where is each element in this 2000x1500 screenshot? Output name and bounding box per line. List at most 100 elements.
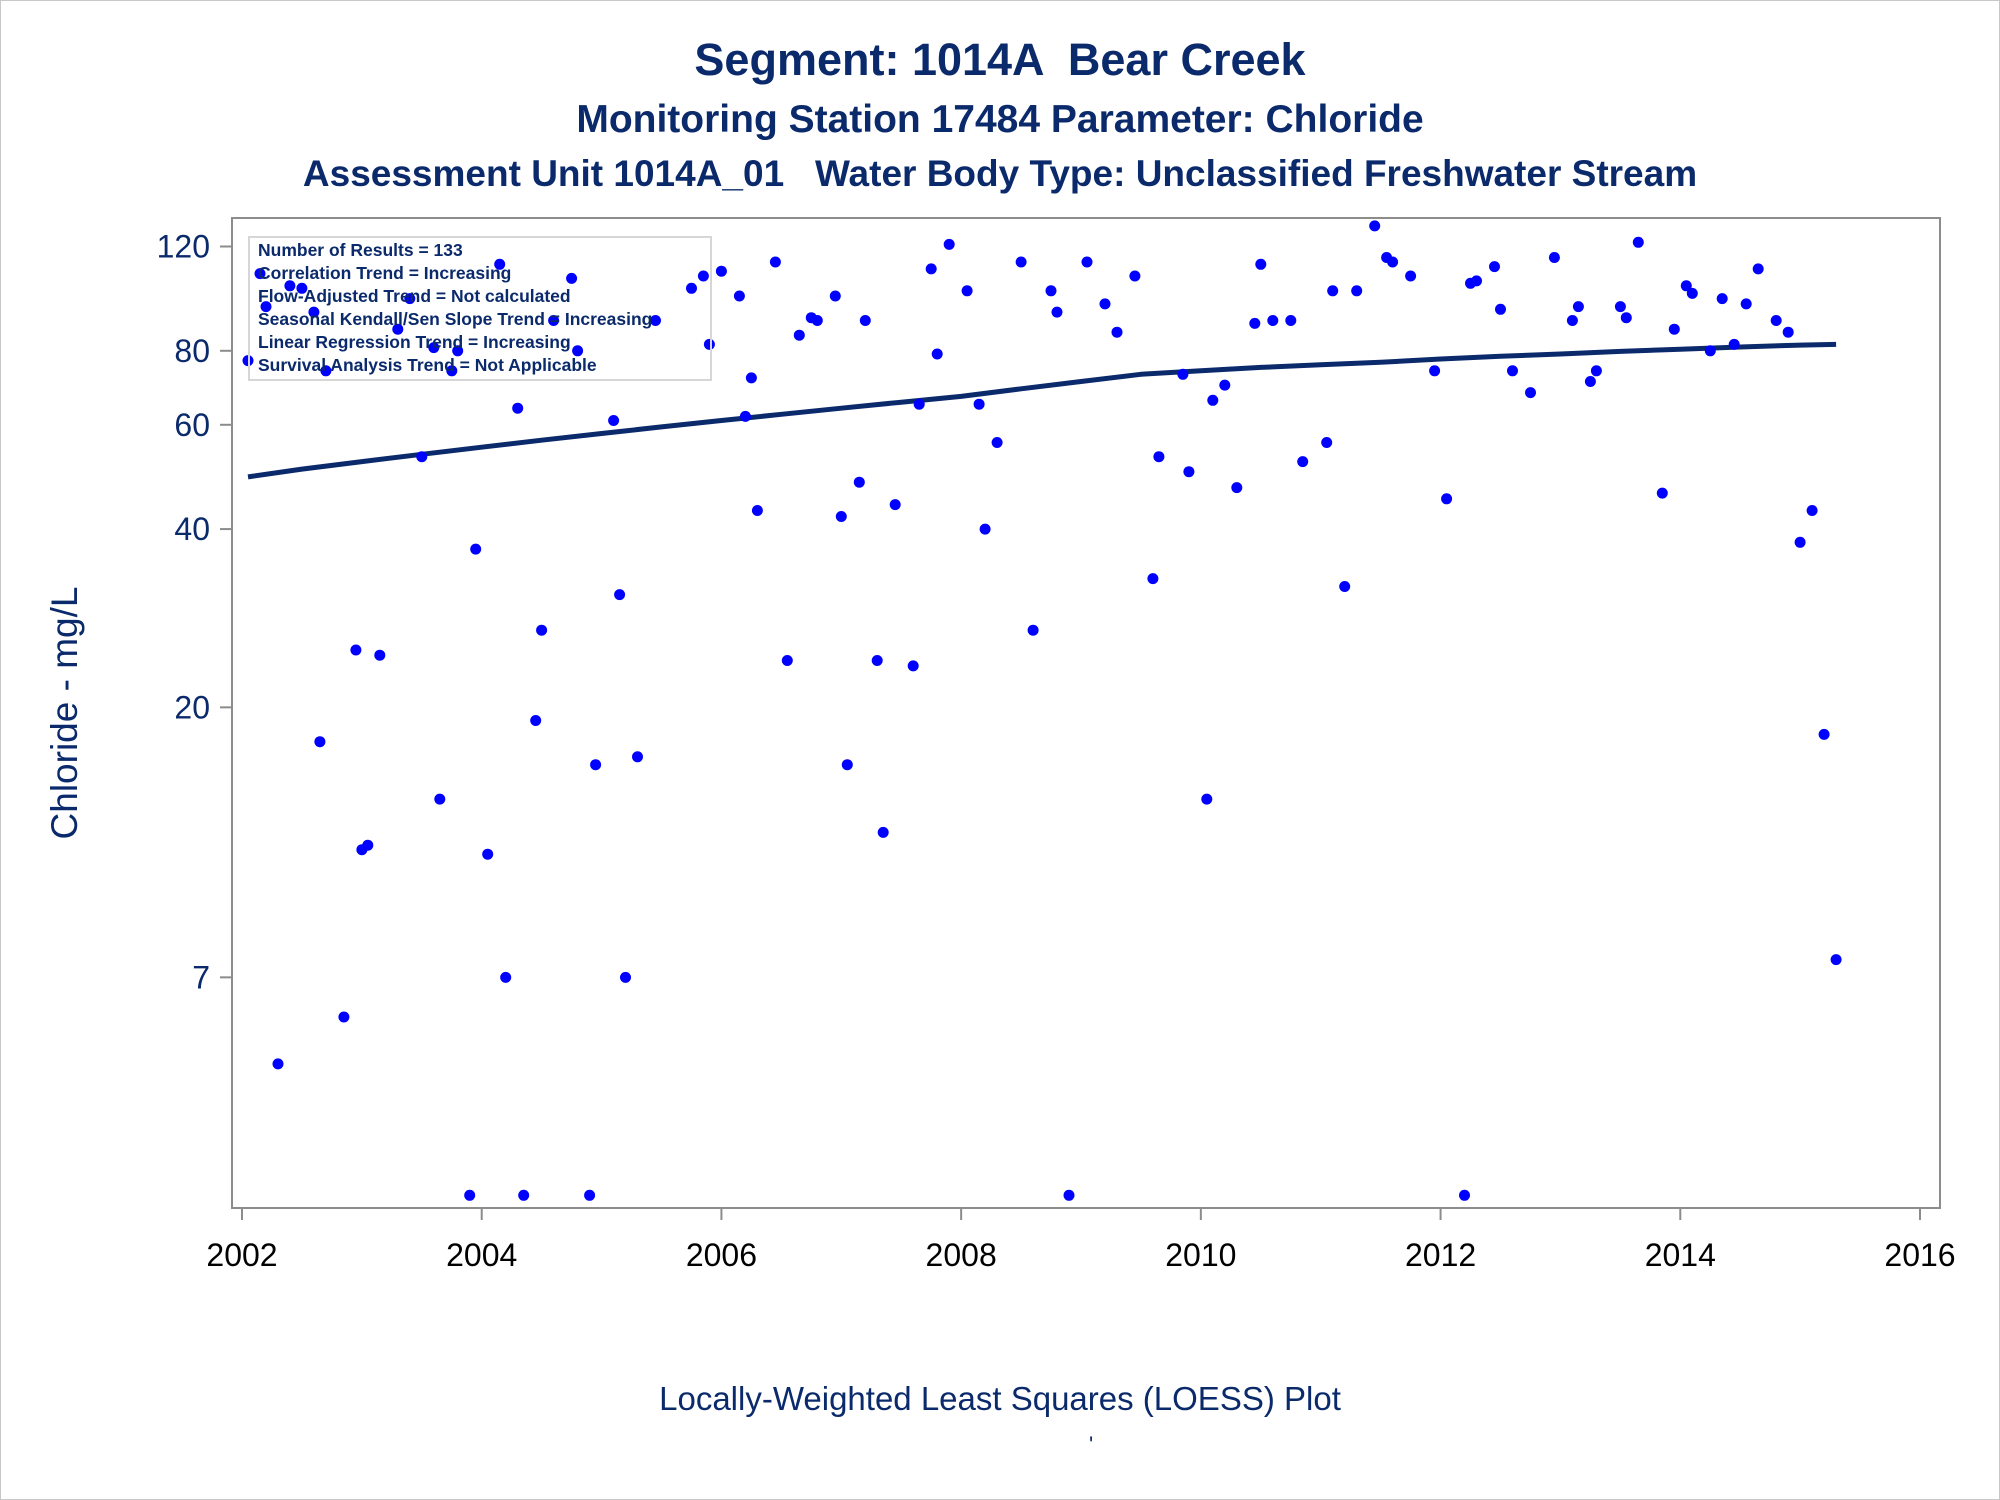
data-point — [428, 342, 440, 354]
data-point — [1584, 376, 1596, 387]
data-point — [1015, 256, 1027, 268]
data-point — [703, 338, 715, 350]
data-point — [1818, 728, 1830, 740]
data-point — [781, 655, 793, 666]
data-point — [584, 1189, 596, 1201]
data-point — [889, 499, 901, 511]
data-point — [614, 589, 626, 601]
data-point — [1590, 365, 1602, 377]
data-point — [1495, 303, 1506, 315]
data-point — [1387, 256, 1399, 268]
y-tick-label: 80 — [174, 333, 210, 369]
data-point — [907, 660, 919, 672]
data-point — [1794, 536, 1806, 548]
y-tick-label: 20 — [174, 689, 210, 725]
data-point — [961, 285, 973, 297]
y-tick-label: 40 — [174, 511, 210, 547]
data-point — [1285, 315, 1297, 326]
data-point — [632, 751, 643, 763]
data-point — [715, 265, 727, 277]
data-point — [1063, 1189, 1075, 1201]
x-tick-label: 2002 — [206, 1237, 277, 1273]
data-point — [404, 293, 416, 305]
stat-number-of-results: Number of Results = 133 — [258, 240, 463, 260]
data-point — [1548, 252, 1560, 263]
data-point — [1686, 287, 1698, 299]
y-tick-label: 120 — [157, 229, 210, 265]
x-tick-label: 2004 — [446, 1237, 517, 1273]
data-point — [434, 793, 446, 805]
data-point — [913, 398, 925, 410]
data-point — [350, 644, 362, 656]
data-point — [991, 437, 1003, 448]
data-point — [1459, 1189, 1470, 1201]
data-point — [452, 345, 464, 357]
data-point — [272, 1058, 284, 1070]
data-point — [973, 398, 985, 410]
data-point — [1441, 493, 1453, 505]
data-point — [1566, 315, 1578, 326]
data-point — [859, 315, 871, 326]
data-point — [1728, 338, 1740, 350]
data-point — [769, 256, 781, 268]
data-point — [835, 511, 847, 522]
data-point — [745, 372, 757, 384]
data-point — [931, 348, 943, 360]
data-point — [979, 523, 991, 535]
data-point — [733, 290, 745, 302]
data-point — [320, 365, 332, 377]
data-point — [925, 263, 937, 275]
data-point — [1668, 323, 1680, 335]
data-point — [1620, 312, 1632, 324]
data-point — [1572, 301, 1584, 313]
data-point — [536, 624, 548, 636]
data-point — [1680, 280, 1692, 292]
x-tick-label: 2014 — [1645, 1237, 1716, 1273]
data-point — [260, 301, 272, 313]
x-tick-label: 2006 — [686, 1237, 757, 1273]
data-point — [1027, 624, 1039, 636]
loess-trend-line — [247, 341, 1837, 480]
data-point — [793, 329, 805, 341]
data-point — [841, 759, 853, 771]
data-point — [1147, 573, 1159, 585]
stat-linear-regression-trend: Linear Regression Trend = Increasing — [258, 332, 571, 352]
data-point — [1351, 285, 1363, 297]
chart-title: Segment: 1014A Bear Creek — [694, 34, 1306, 85]
data-point — [751, 505, 763, 516]
data-point — [829, 290, 841, 302]
data-point — [1207, 394, 1219, 406]
data-point — [739, 410, 751, 422]
data-point — [1297, 456, 1309, 468]
data-point — [416, 451, 428, 463]
data-point — [1716, 293, 1728, 305]
data-point — [314, 736, 326, 748]
footnote-mark: ' — [1089, 1432, 1094, 1457]
data-point — [1656, 487, 1668, 499]
data-point — [1525, 387, 1536, 399]
data-point — [1614, 301, 1626, 313]
data-point — [362, 839, 374, 851]
data-point — [1740, 298, 1752, 310]
data-point — [1321, 437, 1333, 448]
data-point — [1339, 581, 1351, 592]
data-point — [1369, 220, 1381, 232]
data-point — [1429, 365, 1441, 377]
data-point — [1806, 505, 1818, 516]
data-point — [338, 1011, 350, 1023]
data-point — [512, 402, 524, 414]
y-tick-label: 60 — [174, 407, 210, 443]
x-tick-label: 2012 — [1405, 1237, 1476, 1273]
data-point — [518, 1189, 530, 1201]
chart-subtitle-station: Monitoring Station 17484 Parameter: Chlo… — [576, 98, 1424, 141]
y-axis-label: Chloride - mg/L — [44, 587, 85, 840]
x-tick-label: 2010 — [1165, 1237, 1236, 1273]
data-point — [1327, 285, 1339, 297]
data-point — [470, 543, 482, 555]
data-point — [296, 282, 308, 294]
data-point — [1770, 315, 1782, 326]
data-point — [811, 315, 823, 326]
data-point — [446, 365, 458, 377]
stat-seasonal-kendall-trend: Seasonal Kendall/Sen Slope Trend = Incre… — [258, 309, 653, 329]
data-point — [1249, 317, 1261, 329]
